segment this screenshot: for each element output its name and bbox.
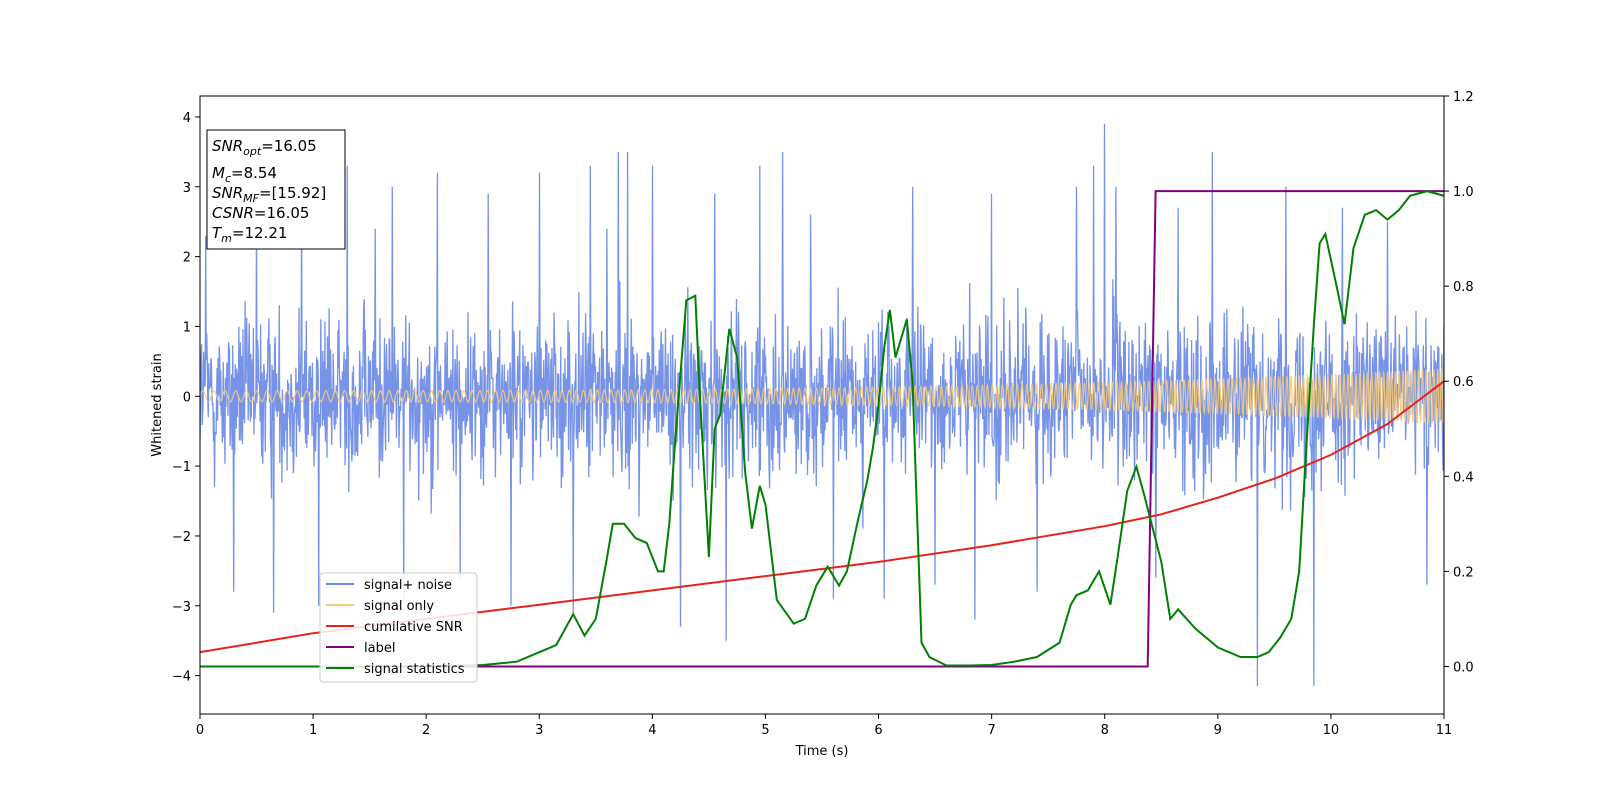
y-tick-label-right: 0.8 xyxy=(1453,280,1474,295)
x-tick-label: 6 xyxy=(874,723,882,738)
y-tick-label-left: 2 xyxy=(183,251,191,266)
series-signal-statistics xyxy=(200,190,1444,668)
svg-text:signal+ noise: signal+ noise xyxy=(364,578,452,593)
x-tick-label: 3 xyxy=(535,723,543,738)
series-signal-only xyxy=(200,368,1444,424)
y-tick-label-right: 0.6 xyxy=(1453,375,1474,390)
y-tick-label-left: −3 xyxy=(172,600,191,615)
y-tick-label-left: 0 xyxy=(183,390,191,405)
x-axis-label: Time (s) xyxy=(795,744,849,759)
svg-text:cumilative SNR: cumilative SNR xyxy=(364,620,463,635)
y-tick-label-left: −2 xyxy=(172,530,191,545)
info-csnr: CSNR=16.05 xyxy=(212,204,309,222)
x-tick-label: 4 xyxy=(648,723,656,738)
x-tick-label: 1 xyxy=(309,723,317,738)
info-box: SNRopt=16.05 Mc=8.54 SNRMF=[15.92] CSNR=… xyxy=(206,129,346,250)
x-tick-label: 8 xyxy=(1101,723,1109,738)
y-tick-label-right: 0.4 xyxy=(1453,470,1474,485)
y-axis-left: −4 −3 −2 −1 0 1 2 3 4 xyxy=(172,111,200,685)
info-snr-opt: SNRopt=16.05 xyxy=(212,137,317,158)
x-tick-label: 10 xyxy=(1323,723,1340,738)
y-tick-label-right: 0.2 xyxy=(1453,565,1474,580)
svg-text:signal only: signal only xyxy=(364,599,434,614)
y-tick-label-left: −4 xyxy=(172,670,191,685)
legend-item-signal-only: signal only xyxy=(326,599,434,614)
x-tick-label: 2 xyxy=(422,723,430,738)
legend-item-signal-statistics: signal statistics xyxy=(326,662,465,677)
info-tm: Tm=12.21 xyxy=(212,224,287,245)
legend-item-signal-noise: signal+ noise xyxy=(326,578,452,593)
y-tick-label-left: 3 xyxy=(183,181,191,196)
y-axis-label-left: Whitened strain xyxy=(150,353,165,456)
svg-text:signal statistics: signal statistics xyxy=(364,662,465,677)
y-tick-label-left: −1 xyxy=(172,460,191,475)
x-tick-label: 11 xyxy=(1436,723,1453,738)
x-tick-label: 7 xyxy=(987,723,995,738)
legend-item-cumulative-snr: cumilative SNR xyxy=(326,620,463,635)
x-tick-label: 0 xyxy=(196,723,204,738)
x-axis: 0 1 2 3 4 5 6 7 8 9 10 11 xyxy=(196,714,1452,738)
y-tick-label-right: 1.2 xyxy=(1453,90,1474,105)
x-tick-label: 5 xyxy=(761,723,769,738)
y-tick-label-right: 1.0 xyxy=(1453,185,1474,200)
y-tick-label-left: 1 xyxy=(183,320,191,335)
y-axis-right: 0.0 0.2 0.4 0.6 0.8 1.0 1.2 xyxy=(1444,90,1474,675)
legend-item-label: label xyxy=(326,641,395,656)
x-tick-label: 9 xyxy=(1214,723,1222,738)
legend: signal+ noise signal only cumilative SNR… xyxy=(319,572,478,683)
svg-text:label: label xyxy=(364,641,395,656)
y-tick-label-left: 4 xyxy=(183,111,191,126)
series-label xyxy=(200,190,1444,668)
info-mc: Mc=8.54 xyxy=(212,164,277,185)
plot-frame xyxy=(199,95,1445,715)
info-snr-mf: SNRMF=[15.92] xyxy=(212,184,326,205)
y-tick-label-right: 0.0 xyxy=(1453,660,1474,675)
